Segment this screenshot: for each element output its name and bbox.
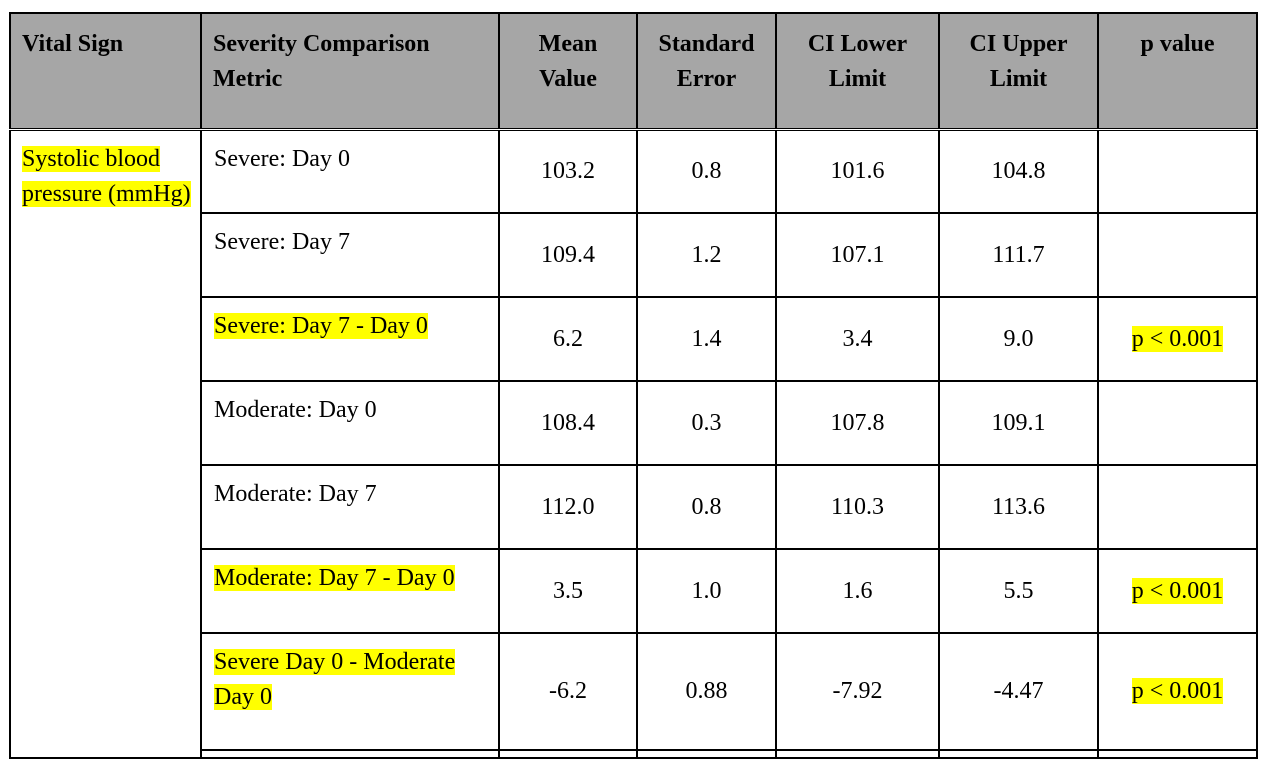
continuation-cell [775, 749, 940, 759]
ci-lower-cell: 101.6 [775, 127, 940, 214]
metric-cell: Severe: Day 7 - Day 0 [200, 296, 500, 382]
standard-error-cell: 1.4 [636, 296, 777, 382]
p-value-cell [1097, 127, 1258, 214]
ci-upper-cell: 104.8 [938, 127, 1099, 214]
p-value-cell: p < 0.001 [1097, 632, 1258, 751]
table-row: Moderate: Day 7 112.0 0.8 110.3 113.6 [10, 464, 1258, 550]
table-row: Severe: Day 7 109.4 1.2 107.1 111.7 [10, 212, 1258, 298]
metric-label: Severe: Day 7 [214, 229, 350, 255]
p-value-label: p < 0.001 [1131, 325, 1224, 352]
vital-sign-label: Systolic blood pressure (mmHg) [22, 145, 191, 207]
ci-upper-cell: 5.5 [938, 548, 1099, 634]
ci-upper-cell: 9.0 [938, 296, 1099, 382]
metric-cell: Severe: Day 0 [200, 127, 500, 214]
continuation-cell [1097, 749, 1258, 759]
ci-lower-cell: 1.6 [775, 548, 940, 634]
metric-label: Severe: Day 7 - Day 0 [214, 313, 428, 339]
p-value-cell: p < 0.001 [1097, 548, 1258, 634]
continuation-cell [498, 749, 638, 759]
metric-label: Moderate: Day 7 - Day 0 [214, 565, 455, 591]
table-row: Systolic blood pressure (mmHg) Severe: Da… [9, 127, 1258, 759]
header-row: Vital Sign Severity Comparison Metric Me… [9, 12, 1258, 130]
p-value-label: p < 0.001 [1131, 678, 1224, 704]
mean-value-cell: 109.4 [498, 212, 638, 298]
p-value-label: p < 0.001 [1131, 577, 1224, 604]
header-vital-sign: Vital Sign [9, 12, 202, 130]
table-row: Severe Day 0 - Moderate Day 0 -6.2 0.88 -7.… [10, 632, 1258, 751]
table-header: Vital Sign Severity Comparison Metric Me… [9, 12, 1258, 130]
p-value-cell [1097, 212, 1258, 298]
mean-value-cell: 6.2 [498, 296, 638, 382]
p-value-cell: p < 0.001 [1097, 296, 1258, 382]
standard-error-cell: 0.8 [636, 464, 777, 550]
continuation-cell [938, 749, 1099, 759]
vital-signs-table: Vital Sign Severity Comparison Metric Me… [9, 12, 1258, 759]
ci-lower-cell: 3.4 [775, 296, 940, 382]
metric-cell: Severe: Day 7 [200, 212, 500, 298]
p-value-cell [1097, 380, 1258, 466]
ci-upper-cell: -4.47 [938, 632, 1099, 751]
continuation-cell [636, 749, 777, 759]
mean-value-cell: -6.2 [498, 632, 638, 751]
standard-error-cell: 1.0 [636, 548, 777, 634]
metric-cell: Moderate: Day 7 [200, 464, 500, 550]
ci-upper-cell: 113.6 [938, 464, 1099, 550]
header-severity-metric: Severity Comparison Metric [200, 12, 500, 130]
metric-cell: Severe Day 0 - Moderate Day 0 [200, 632, 500, 751]
ci-lower-cell: 107.1 [775, 212, 940, 298]
standard-error-cell: 0.8 [636, 127, 777, 214]
table-continuation-row [10, 749, 1258, 759]
ci-lower-cell: 110.3 [775, 464, 940, 550]
metric-label: Moderate: Day 7 [214, 481, 377, 507]
mean-value-cell: 108.4 [498, 380, 638, 466]
standard-error-cell: 1.2 [636, 212, 777, 298]
table-body: Systolic blood pressure (mmHg) Severe: Da… [9, 127, 1258, 759]
vital-sign-cell: Systolic blood pressure (mmHg) [9, 127, 202, 759]
mean-value-cell: 3.5 [498, 548, 638, 634]
header-ci-lower: CI Lower Limit [775, 12, 940, 130]
header-ci-upper: CI Upper Limit [938, 12, 1099, 130]
table-row: Severe: Day 7 - Day 0 6.2 1.4 3.4 9.0 p < 0.0… [10, 296, 1258, 382]
metric-cell: Moderate: Day 0 [200, 380, 500, 466]
table-row: Moderate: Day 0 108.4 0.3 107.8 109.1 [10, 380, 1258, 466]
metric-label: Severe: Day 0 [214, 145, 350, 172]
p-value-cell [1097, 464, 1258, 550]
header-p-value: p value [1097, 12, 1258, 130]
metric-label: Severe Day 0 - Moderate Day 0 [214, 649, 456, 710]
mean-value-cell: 112.0 [498, 464, 638, 550]
standard-error-cell: 0.88 [636, 632, 777, 751]
metric-label: Moderate: Day 0 [214, 397, 377, 423]
mean-value-cell: 103.2 [498, 127, 638, 214]
ci-lower-cell: 107.8 [775, 380, 940, 466]
continuation-cell [200, 749, 500, 759]
ci-upper-cell: 111.7 [938, 212, 1099, 298]
metric-cell: Moderate: Day 7 - Day 0 [200, 548, 500, 634]
ci-upper-cell: 109.1 [938, 380, 1099, 466]
standard-error-cell: 0.3 [636, 380, 777, 466]
header-standard-error: Standard Error [636, 12, 777, 130]
ci-lower-cell: -7.92 [775, 632, 940, 751]
header-mean-value: Mean Value [498, 12, 638, 130]
table-row: Moderate: Day 7 - Day 0 3.5 1.0 1.6 5.5 p < 0… [10, 548, 1258, 634]
